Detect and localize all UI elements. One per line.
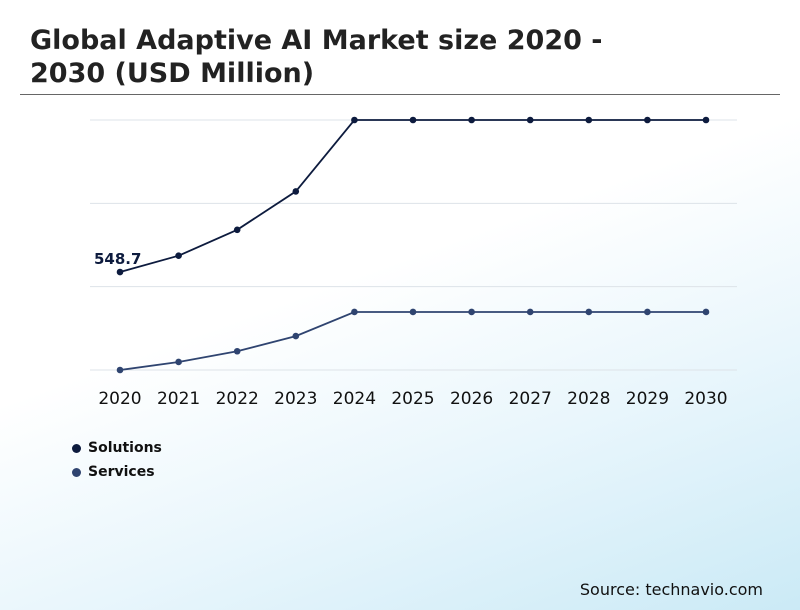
- data-point-solutions: [233, 226, 241, 234]
- source-credit: Source: technavio.com: [579, 580, 763, 599]
- data-point-solutions: [585, 116, 593, 124]
- x-tick-label: 2030: [684, 389, 727, 409]
- data-point-solutions: [702, 116, 710, 124]
- data-point-services: [292, 332, 300, 340]
- data-point-solutions: [526, 116, 534, 124]
- x-tick-label: 2020: [98, 389, 141, 409]
- legend-label-services: Services: [88, 464, 155, 480]
- legend-item-solutions: Solutions: [72, 436, 162, 460]
- data-label: 548.7: [94, 250, 141, 268]
- legend-item-services: Services: [72, 460, 162, 484]
- legend-marker-services: [72, 467, 81, 477]
- legend: Solutions Services: [72, 436, 162, 484]
- x-tick-label: 2028: [567, 389, 610, 409]
- data-point-solutions: [644, 116, 651, 124]
- x-tick-label: 2023: [274, 389, 317, 409]
- series-line-solutions: [119, 119, 706, 273]
- legend-label-solutions: Solutions: [88, 440, 162, 456]
- x-tick-label: 2024: [333, 389, 376, 409]
- legend-marker-solutions: [72, 443, 81, 453]
- series-line-services: [119, 311, 706, 371]
- x-tick-label: 2026: [450, 389, 493, 409]
- data-point-services: [175, 358, 182, 366]
- data-point-services: [468, 308, 475, 316]
- x-tick-label: 2029: [626, 389, 669, 409]
- data-point-solutions: [116, 268, 124, 276]
- data-point-services: [526, 308, 534, 316]
- data-point-services: [116, 366, 124, 374]
- x-tick-label: 2027: [509, 389, 552, 409]
- data-point-solutions: [351, 116, 358, 124]
- data-point-solutions: [468, 116, 475, 124]
- x-tick-label: 2022: [216, 389, 259, 409]
- data-point-solutions: [175, 252, 182, 260]
- title-divider: [20, 94, 780, 95]
- data-point-services: [409, 308, 417, 316]
- chart-title: Global Adaptive AI Market size 2020 - 20…: [30, 25, 603, 89]
- data-point-services: [702, 308, 710, 316]
- data-point-services: [644, 308, 651, 316]
- data-point-solutions: [409, 116, 417, 124]
- data-point-services: [351, 308, 358, 316]
- x-tick-label: 2021: [157, 389, 200, 409]
- data-point-services: [585, 308, 593, 316]
- data-point-services: [233, 347, 241, 355]
- data-point-solutions: [292, 188, 300, 195]
- x-tick-label: 2025: [391, 389, 434, 409]
